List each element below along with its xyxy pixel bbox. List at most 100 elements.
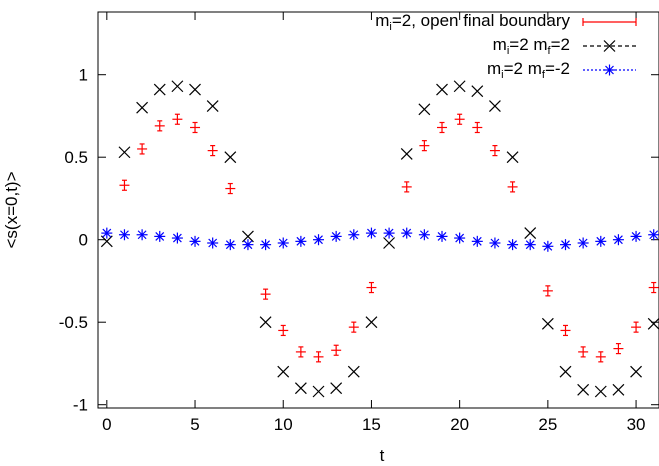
data-point xyxy=(418,103,431,116)
data-point xyxy=(348,229,360,241)
data-point xyxy=(453,80,466,93)
data-point xyxy=(577,383,590,396)
data-point xyxy=(383,227,395,239)
data-point xyxy=(118,229,130,241)
data-point xyxy=(331,344,342,356)
legend-marker xyxy=(603,40,616,52)
data-point xyxy=(190,121,201,134)
data-point xyxy=(171,232,183,244)
data-point xyxy=(542,240,554,252)
data-point xyxy=(559,365,572,378)
data-point xyxy=(506,151,519,164)
data-point xyxy=(507,181,518,193)
data-point xyxy=(418,229,430,241)
data-point xyxy=(489,237,501,249)
data-point xyxy=(595,235,607,247)
data-point xyxy=(401,181,412,193)
data-point xyxy=(260,288,271,300)
data-point xyxy=(489,100,501,112)
data-point xyxy=(224,239,236,251)
data-point xyxy=(242,230,254,243)
plot-frame xyxy=(97,11,659,409)
data-point xyxy=(365,227,377,239)
data-point xyxy=(648,229,659,241)
data-point xyxy=(136,229,148,241)
data-point xyxy=(454,113,465,125)
data-point xyxy=(454,232,466,244)
x-tick-label: 15 xyxy=(362,415,381,434)
data-point xyxy=(278,324,289,337)
data-point xyxy=(242,239,254,251)
data-point xyxy=(224,151,237,164)
data-point xyxy=(295,235,307,247)
legend: mi=2, open final boundary mi=2 mf=2 mi=2… xyxy=(375,11,637,81)
data-point xyxy=(419,140,430,152)
data-point xyxy=(630,365,642,378)
data-point xyxy=(612,234,624,246)
data-point xyxy=(560,239,571,251)
data-point xyxy=(471,85,484,98)
data-point xyxy=(365,316,378,329)
data-point xyxy=(313,351,324,363)
data-point xyxy=(118,146,131,159)
data-point xyxy=(154,230,166,242)
series-3 xyxy=(101,227,659,252)
data-point xyxy=(207,145,218,157)
y-tick-label: -1 xyxy=(73,396,88,415)
legend-swatch-series-2 xyxy=(583,40,636,52)
y-tick-label: 1 xyxy=(79,66,88,85)
series-layer xyxy=(100,80,659,398)
data-point xyxy=(648,281,659,294)
data-point xyxy=(577,237,589,249)
data-point xyxy=(189,83,201,96)
series-1 xyxy=(119,113,659,363)
data-point xyxy=(277,237,289,249)
y-tick-label: 0.5 xyxy=(64,148,88,167)
data-point xyxy=(524,239,536,251)
x-tick-label: 10 xyxy=(274,415,293,434)
data-point xyxy=(436,230,448,242)
data-point xyxy=(294,382,307,395)
data-point xyxy=(100,235,113,248)
x-tick-label: 25 xyxy=(538,415,557,434)
legend-marker xyxy=(604,64,615,76)
data-point xyxy=(578,346,589,358)
data-point xyxy=(595,351,606,363)
data-point xyxy=(631,321,642,333)
data-point xyxy=(524,227,537,240)
data-point xyxy=(119,179,130,191)
data-point xyxy=(630,230,642,242)
data-point xyxy=(101,227,113,239)
axes: 0 5 10 15 20 25 30 -1 -0.5 0 0.5 1 xyxy=(59,12,659,434)
data-point xyxy=(472,121,483,134)
data-point xyxy=(330,382,343,395)
data-point xyxy=(400,147,413,160)
data-point xyxy=(259,316,272,329)
x-tick-label: 5 xyxy=(190,415,199,434)
data-point xyxy=(347,365,360,378)
x-tick-label: 0 xyxy=(102,415,111,434)
data-point xyxy=(542,285,553,297)
y-tick-label: 0 xyxy=(79,231,88,250)
data-point xyxy=(437,121,448,134)
x-axis-label: t xyxy=(380,446,385,465)
legend-swatch-series-1 xyxy=(582,18,637,26)
data-point xyxy=(312,385,325,398)
data-point xyxy=(137,143,148,155)
data-point xyxy=(189,235,201,247)
data-point xyxy=(330,230,342,242)
data-point xyxy=(471,235,483,247)
data-point xyxy=(295,346,306,358)
data-point xyxy=(560,324,571,337)
data-point xyxy=(613,343,624,355)
series-2 xyxy=(100,80,659,398)
data-point xyxy=(207,237,219,249)
data-point xyxy=(507,239,519,251)
data-point xyxy=(436,83,448,96)
data-point xyxy=(647,317,659,330)
data-point xyxy=(401,227,413,239)
data-point xyxy=(225,182,236,195)
y-tick-label: -0.5 xyxy=(59,313,88,332)
x-tick-label: 20 xyxy=(450,415,469,434)
x-tick-label: 30 xyxy=(627,415,646,434)
